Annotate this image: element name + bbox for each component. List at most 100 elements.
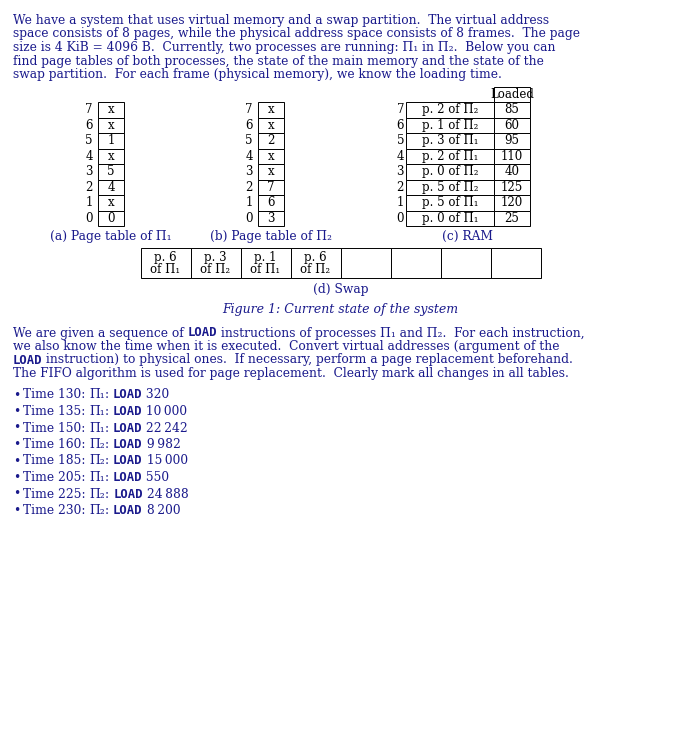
Text: Time 225:: Time 225: xyxy=(23,488,89,500)
Text: •: • xyxy=(13,455,20,467)
Bar xyxy=(98,179,124,195)
Bar xyxy=(494,210,530,226)
Bar xyxy=(490,247,541,277)
Text: 4: 4 xyxy=(107,181,115,194)
Text: 120: 120 xyxy=(501,196,523,210)
Bar xyxy=(258,179,284,195)
Text: size is 4 KiB = 4096 B.  Currently, two processes are running: Π₁ in Π₂.  Below : size is 4 KiB = 4096 B. Currently, two p… xyxy=(13,41,556,54)
Text: •: • xyxy=(13,438,20,451)
Text: 3: 3 xyxy=(245,165,253,179)
Text: Π₁: Π₁ xyxy=(89,471,105,484)
Text: Time 135:: Time 135: xyxy=(23,405,89,418)
Text: 85: 85 xyxy=(505,103,520,117)
Text: :: : xyxy=(106,488,113,500)
Text: x: x xyxy=(108,103,114,117)
Bar xyxy=(291,247,340,277)
Text: 7: 7 xyxy=(267,181,274,194)
Text: (c) RAM: (c) RAM xyxy=(443,230,494,243)
Text: p. 1: p. 1 xyxy=(254,251,276,264)
Text: p. 6: p. 6 xyxy=(154,251,177,264)
Text: 4: 4 xyxy=(245,150,253,163)
Text: 4: 4 xyxy=(86,150,93,163)
Text: Time 150:: Time 150: xyxy=(23,421,89,435)
Bar xyxy=(494,102,530,117)
Text: 1: 1 xyxy=(246,196,253,210)
Text: p. 2 of Π₂: p. 2 of Π₂ xyxy=(422,103,478,117)
Text: •: • xyxy=(13,421,20,435)
Text: Π₁: Π₁ xyxy=(89,421,105,435)
Text: Figure 1: Current state of the system: Figure 1: Current state of the system xyxy=(223,303,458,316)
Text: We have a system that uses virtual memory and a swap partition.  The virtual add: We have a system that uses virtual memor… xyxy=(13,14,549,27)
Text: 2: 2 xyxy=(268,134,274,148)
Text: of Π₁: of Π₁ xyxy=(151,263,180,276)
Text: swap partition.  For each frame (physical memory), we know the loading time.: swap partition. For each frame (physical… xyxy=(13,68,502,81)
Text: x: x xyxy=(268,150,274,163)
Text: LOAD: LOAD xyxy=(113,438,142,451)
Text: 95: 95 xyxy=(505,134,520,148)
Text: 6: 6 xyxy=(396,119,404,132)
Text: 125: 125 xyxy=(501,181,523,194)
Bar xyxy=(494,148,530,164)
Bar xyxy=(406,210,494,226)
Text: 5: 5 xyxy=(245,134,253,148)
Text: :: : xyxy=(105,438,113,451)
Text: •: • xyxy=(13,504,20,517)
Bar xyxy=(340,247,390,277)
Text: of Π₁: of Π₁ xyxy=(251,263,281,276)
Text: 15 000: 15 000 xyxy=(142,455,188,467)
Text: x: x xyxy=(268,103,274,117)
Text: 550: 550 xyxy=(142,471,170,484)
Bar xyxy=(494,117,530,133)
Text: 5: 5 xyxy=(396,134,404,148)
Bar xyxy=(240,247,291,277)
Text: 3: 3 xyxy=(267,212,274,225)
Text: 0: 0 xyxy=(396,212,404,225)
Text: (d) Swap: (d) Swap xyxy=(313,283,368,297)
Text: LOAD: LOAD xyxy=(113,488,143,500)
Text: 3: 3 xyxy=(396,165,404,179)
Text: 110: 110 xyxy=(501,150,523,163)
Text: Π₁: Π₁ xyxy=(89,388,105,401)
Text: of Π₂: of Π₂ xyxy=(200,263,231,276)
Text: •: • xyxy=(13,405,20,418)
Text: 7: 7 xyxy=(396,103,404,117)
Bar xyxy=(406,179,494,195)
Text: x: x xyxy=(108,150,114,163)
Text: 7: 7 xyxy=(245,103,253,117)
Text: x: x xyxy=(108,196,114,210)
Text: 25: 25 xyxy=(505,212,520,225)
Text: The FIFO algorithm is used for page replacement.  Clearly mark all changes in al: The FIFO algorithm is used for page repl… xyxy=(13,367,569,380)
Text: LOAD: LOAD xyxy=(13,354,42,367)
Bar xyxy=(98,133,124,148)
Bar xyxy=(98,210,124,226)
Text: (b) Page table of Π₂: (b) Page table of Π₂ xyxy=(210,230,332,243)
Text: 4: 4 xyxy=(396,150,404,163)
Text: 6: 6 xyxy=(267,196,274,210)
Text: Π₂: Π₂ xyxy=(89,438,105,451)
Text: Π₁: Π₁ xyxy=(89,405,105,418)
Text: 5: 5 xyxy=(107,165,115,179)
Bar xyxy=(258,195,284,210)
Text: p. 0 of Π₁: p. 0 of Π₁ xyxy=(422,212,478,225)
Text: Π₂: Π₂ xyxy=(89,455,105,467)
Bar xyxy=(494,133,530,148)
Text: :: : xyxy=(105,405,113,418)
Text: Π₂: Π₂ xyxy=(89,504,105,517)
Bar xyxy=(191,247,240,277)
Bar xyxy=(406,164,494,179)
Bar xyxy=(406,102,494,117)
Text: p. 5 of Π₂: p. 5 of Π₂ xyxy=(422,181,478,194)
Text: 22 242: 22 242 xyxy=(142,421,188,435)
Text: Time 185:: Time 185: xyxy=(23,455,89,467)
Text: 6: 6 xyxy=(245,119,253,132)
Bar xyxy=(494,164,530,179)
Bar xyxy=(98,148,124,164)
Bar xyxy=(441,247,490,277)
Text: Time 230:: Time 230: xyxy=(23,504,89,517)
Text: p. 1 of Π₂: p. 1 of Π₂ xyxy=(422,119,478,132)
Text: Time 160:: Time 160: xyxy=(23,438,89,451)
Text: 10 000: 10 000 xyxy=(142,405,187,418)
Text: 0: 0 xyxy=(86,212,93,225)
Text: 8 200: 8 200 xyxy=(142,504,180,517)
Bar xyxy=(258,102,284,117)
